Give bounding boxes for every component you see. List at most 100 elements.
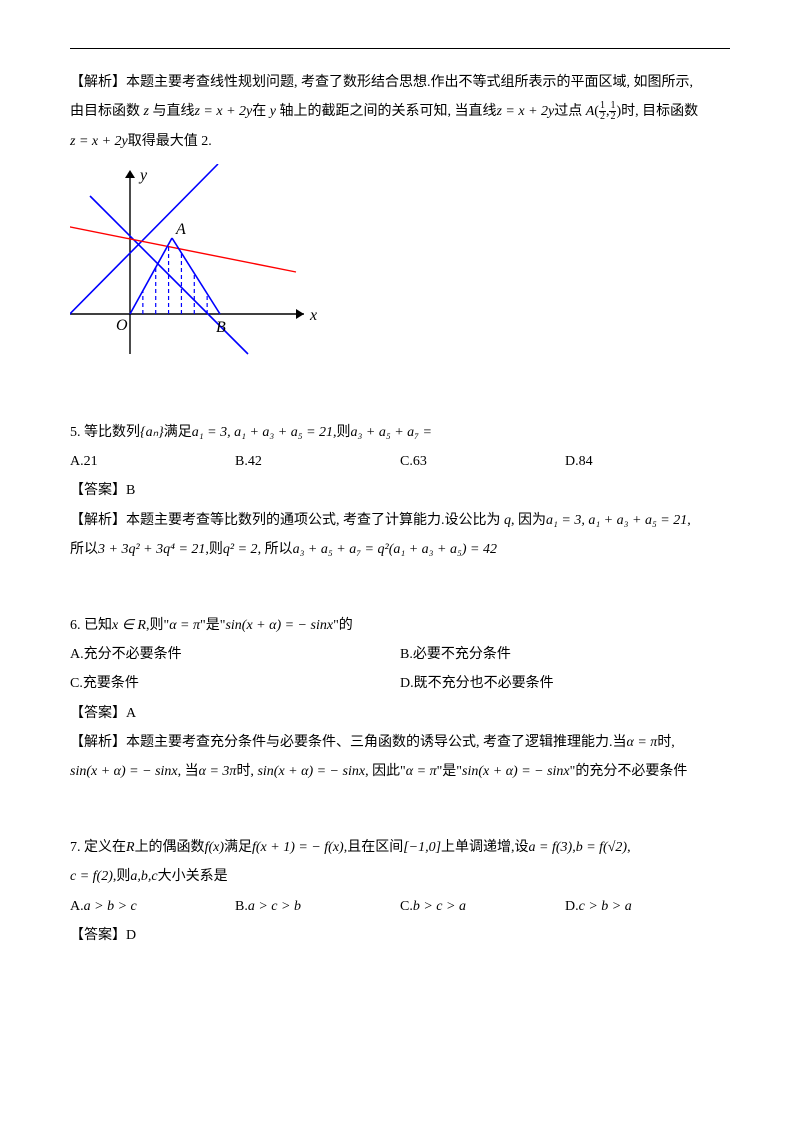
q2: q² = 2	[223, 542, 258, 557]
svg-text:A: A	[175, 221, 186, 238]
text: 时, 目标函数	[621, 104, 698, 119]
expr: b > c > a	[413, 899, 466, 914]
a: a = f(3)	[529, 840, 573, 855]
pre: A.	[70, 899, 84, 914]
res: a₃ + a₅ + a₇ = q²(a₁ + a₃ + a₅) = 42	[293, 542, 497, 557]
text: , 因此"	[365, 764, 406, 779]
intv: [−1,0]	[403, 840, 441, 855]
option-A: A.充分不必要条件	[70, 640, 400, 669]
c: c = f(2)	[70, 869, 113, 884]
text: 本题主要考查等比数列的通项公式, 考查了计算能力.设公比为	[126, 513, 501, 528]
expr: a > c > b	[248, 899, 301, 914]
q: q	[504, 513, 511, 528]
q5-options: A.21 B.42 C.63 D.84	[70, 447, 730, 476]
linear-programming-figure: OABxy	[70, 164, 330, 360]
text: ,则"	[146, 618, 169, 633]
text: ,则	[333, 425, 351, 440]
text: "是"	[200, 618, 225, 633]
text: 上单调递增,设	[441, 840, 529, 855]
text: ,则	[205, 542, 223, 557]
pre: B.	[235, 899, 248, 914]
option-A: A.a > b > c	[70, 892, 235, 921]
q6-options: A.充分不必要条件 B.必要不充分条件 C.充要条件 D.既不充分也不必要条件	[70, 640, 730, 699]
text: ,且在区间	[344, 840, 404, 855]
text: , 所以	[258, 542, 293, 557]
answer-label: 【答案】	[70, 706, 126, 721]
svg-text:x: x	[309, 307, 317, 324]
answer: A	[126, 706, 136, 721]
fx: f(x)	[205, 840, 224, 855]
text: 本题主要考查充分条件与必要条件、三角函数的诱导公式, 考查了逻辑推理能力.当	[126, 735, 627, 750]
sin-eq3: sin(x + α) = − sinx	[257, 764, 365, 779]
pre: C.	[400, 899, 413, 914]
sin-eq: sin(x + α) = − sinx	[225, 618, 333, 633]
q5-stem: 5. 等比数列{aₙ}满足a₁ = 3, a₁ + a₃ + a₅ = 21,则…	[70, 418, 730, 447]
text: 时,	[657, 735, 675, 750]
analysis-label: 【解析】	[70, 735, 126, 750]
analysis-label: 【解析】	[70, 75, 126, 90]
figure: OABxy	[70, 164, 730, 371]
text: ,则	[113, 869, 131, 884]
q6-analysis-1: 【解析】本题主要考查充分条件与必要条件、三角函数的诱导公式, 考查了逻辑推理能力…	[70, 728, 730, 757]
q5-answer: 【答案】B	[70, 476, 730, 505]
math-y: y	[270, 104, 276, 119]
text: 已知	[84, 618, 112, 633]
answer: D	[126, 928, 136, 943]
q6-analysis-2: sin(x + α) = − sinx, 当α = 3π时, sin(x + α…	[70, 757, 730, 786]
text: 过点	[554, 104, 582, 119]
qnum: 6.	[70, 618, 84, 633]
option-D: D.既不充分也不必要条件	[400, 669, 730, 698]
alpha-pi: α = π	[169, 618, 200, 633]
text: 在	[252, 104, 266, 119]
sin-eq2: sin(x + α) = − sinx	[70, 764, 178, 779]
text: 定义在	[84, 840, 126, 855]
cond2: a₁ = 3, a₁ + a₃ + a₅ = 21	[546, 513, 687, 528]
text: 时,	[236, 764, 257, 779]
option-B: B.a > c > b	[235, 892, 400, 921]
option-C: C.充要条件	[70, 669, 400, 698]
alpha-pi3: α = π	[406, 764, 437, 779]
text: "的	[333, 618, 353, 633]
question-5: 5. 等比数列{aₙ}满足a₁ = 3, a₁ + a₃ + a₅ = 21,则…	[70, 418, 730, 565]
sin-eq4: sin(x + α) = − sinx	[462, 764, 570, 779]
math-eq2: z = x + 2y	[496, 104, 554, 119]
qnum: 7.	[70, 840, 84, 855]
expr: c > b > a	[579, 899, 632, 914]
den: 2	[599, 112, 606, 122]
text: ,	[687, 513, 691, 528]
q7-stem-1: 7. 定义在R上的偶函数f(x)满足f(x + 1) = − f(x),且在区间…	[70, 833, 730, 862]
q7-answer: 【答案】D	[70, 921, 730, 950]
option-A: A.21	[70, 447, 235, 476]
math-eq: z = x + 2y	[194, 104, 252, 119]
question-4-analysis: 【解析】本题主要考查线性规划问题, 考查了数形结合思想.作出不等式组所表示的平面…	[70, 68, 730, 372]
cond: a₁ = 3, a₁ + a₃ + a₅ = 21	[192, 425, 333, 440]
ask: a₃ + a₅ + a₇ =	[351, 425, 432, 440]
frac-half2: 12	[609, 101, 616, 122]
answer-label: 【答案】	[70, 483, 126, 498]
analysis-line3: z = x + 2y取得最大值 2.	[70, 127, 730, 156]
xr: x ∈ R	[112, 618, 146, 633]
q5-analysis-1: 【解析】本题主要考查等比数列的通项公式, 考查了计算能力.设公比为 q, 因为a…	[70, 506, 730, 535]
q6-stem: 6. 已知x ∈ R,则"α = π"是"sin(x + α) = − sinx…	[70, 611, 730, 640]
text: 轴上的截距之间的关系可知, 当直线	[279, 104, 496, 119]
option-D: D.84	[565, 447, 730, 476]
alpha-pi2: α = π	[627, 735, 658, 750]
text: 大小关系是	[158, 869, 228, 884]
q6-answer: 【答案】A	[70, 699, 730, 728]
question-6: 6. 已知x ∈ R,则"α = π"是"sin(x + α) = − sinx…	[70, 611, 730, 787]
seq: {aₙ}	[140, 425, 164, 440]
b: b = f(√2)	[576, 840, 627, 855]
text: 上的偶函数	[135, 840, 205, 855]
text: 由目标函数	[70, 104, 140, 119]
answer: B	[126, 483, 135, 498]
option-C: C.63	[400, 447, 565, 476]
text: 取得最大值 2.	[128, 134, 212, 149]
eq: 3 + 3q² + 3q⁴ = 21	[98, 542, 205, 557]
eq: f(x + 1) = − f(x)	[252, 840, 344, 855]
option-C: C.b > c > a	[400, 892, 565, 921]
option-D: D.c > b > a	[565, 892, 730, 921]
text: 满足	[224, 840, 252, 855]
alpha-3pi: α = 3π	[199, 764, 237, 779]
analysis-line2: 由目标函数 z 与直线z = x + 2y在 y 轴上的截距之间的关系可知, 当…	[70, 97, 730, 126]
question-7: 7. 定义在R上的偶函数f(x)满足f(x + 1) = − f(x),且在区间…	[70, 833, 730, 951]
